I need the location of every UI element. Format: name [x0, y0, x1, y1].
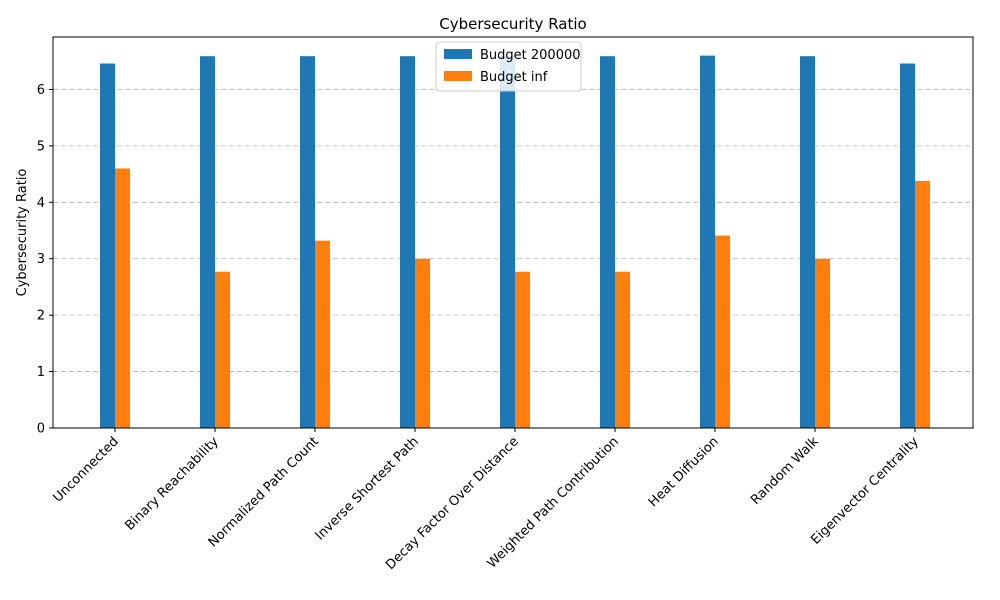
- bar-budget-200000: [400, 56, 415, 429]
- y-tick-label: 2: [37, 309, 45, 324]
- legend-swatch: [444, 71, 472, 81]
- legend-swatch: [444, 49, 472, 59]
- axes: [52, 36, 974, 429]
- y-tick-label: 5: [37, 139, 45, 154]
- bar-budget-inf: [915, 180, 930, 428]
- legend-box: [435, 41, 582, 92]
- bar-budget-200000: [100, 63, 115, 428]
- y-axis-label: Cybersecurity Ratio: [15, 169, 30, 297]
- y-axis-ticks: 0 1 2 3 4 5 6: [37, 83, 53, 437]
- legend: Budget 200000 Budget inf: [435, 41, 582, 92]
- y-tick-label: 1: [37, 365, 45, 380]
- bar-budget-inf: [715, 235, 730, 428]
- bar-budget-200000: [900, 63, 915, 428]
- chart-title: Cybersecurity Ratio: [439, 15, 586, 33]
- bar-budget-inf: [815, 258, 830, 428]
- y-tick-label: 4: [37, 196, 45, 211]
- bar-budget-inf: [315, 240, 330, 428]
- bar-budget-inf: [615, 271, 630, 428]
- y-tick-label: 3: [37, 252, 45, 267]
- legend-label: Budget 200000: [480, 48, 581, 63]
- bar-budget-inf: [115, 168, 130, 428]
- bar-budget-200000: [700, 55, 715, 428]
- plot-frame: [52, 36, 974, 429]
- y-tick-label: 6: [37, 83, 45, 98]
- bar-budget-inf: [515, 271, 530, 428]
- bars: [100, 55, 930, 429]
- bar-budget-200000: [500, 56, 515, 429]
- bar-budget-200000: [300, 56, 315, 429]
- bar-budget-200000: [600, 56, 615, 429]
- bar-budget-200000: [200, 56, 215, 429]
- bar-budget-200000: [800, 56, 815, 429]
- legend-label: Budget inf: [480, 70, 548, 85]
- bar-budget-inf: [215, 271, 230, 428]
- bar-budget-inf: [415, 258, 430, 428]
- y-tick-label: 0: [37, 422, 45, 437]
